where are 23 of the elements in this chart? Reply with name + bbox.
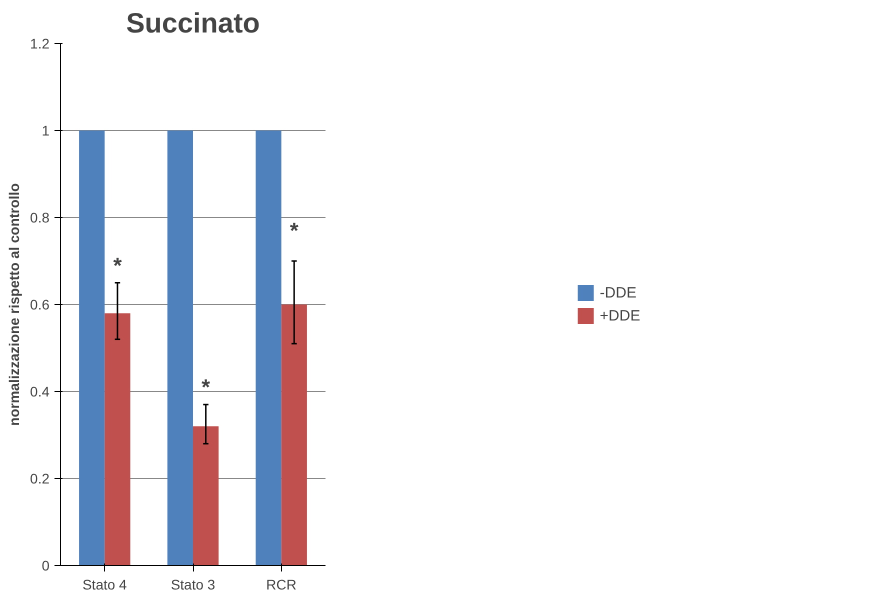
bar — [281, 304, 307, 566]
legend-label: +DDE — [600, 307, 640, 324]
x-tick-label: Stato 4 — [82, 576, 128, 592]
bar — [104, 313, 130, 566]
y-tick-label: 0 — [42, 558, 50, 574]
x-tick-label: RCR — [266, 576, 297, 592]
annotation: * — [290, 218, 299, 244]
chart-title: Succinato — [126, 8, 260, 38]
annotation: * — [202, 374, 211, 400]
y-tick-label: 1 — [42, 122, 50, 138]
y-tick-label: 0.2 — [30, 470, 50, 486]
legend-label: -DDE — [600, 284, 636, 301]
bar — [193, 426, 219, 566]
y-tick-label: 0.6 — [30, 296, 50, 312]
annotation: * — [113, 252, 122, 278]
bar — [79, 130, 105, 566]
bar — [167, 130, 193, 566]
bar — [256, 130, 282, 566]
y-axis-title: normalizzazione rispetto al controllo — [6, 183, 22, 426]
y-tick-label: 0.4 — [30, 384, 50, 400]
x-tick-label: Stato 3 — [170, 576, 216, 592]
y-tick-label: 1.2 — [30, 36, 50, 52]
y-tick-label: 0.8 — [30, 210, 50, 226]
